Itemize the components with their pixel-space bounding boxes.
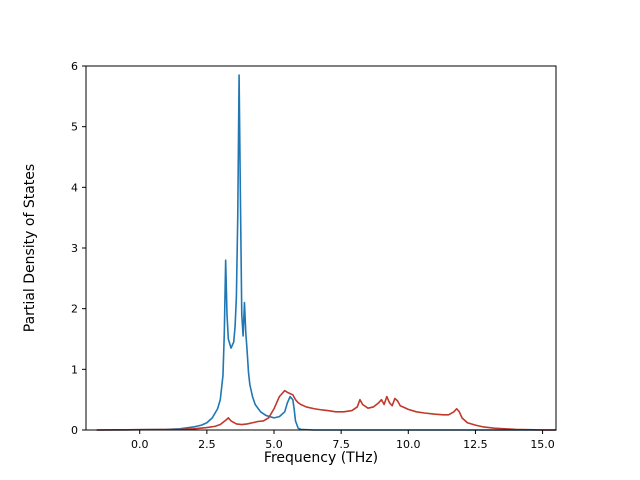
x-tick-label: 5.0: [265, 438, 283, 451]
plot-border: [85, 65, 557, 431]
red-pdos-curve: [96, 389, 556, 431]
x-tick-label: 12.5: [463, 438, 488, 451]
x-tick-label: 0.0: [131, 438, 149, 451]
x-tick-label: 7.5: [332, 438, 350, 451]
axis-ticks-group: 0.0 2.5 5.0 7.5 10.0 12.5 15.0 0 1 2 3 4 5 6: [71, 60, 555, 451]
y-axis-label: Partial Density of States: [22, 163, 38, 333]
curves-group: [96, 74, 556, 431]
y-tick-label: 0: [71, 424, 78, 437]
y-tick-label: 6: [71, 60, 78, 73]
y-tick-label: 2: [71, 303, 78, 316]
y-tick-label: 4: [71, 181, 78, 194]
blue-pdos-curve: [96, 74, 556, 431]
x-axis-label: Frequency (THz): [263, 450, 379, 466]
x-tick-label: 10.0: [396, 438, 421, 451]
y-tick-label: 3: [71, 242, 78, 255]
x-tick-label: 15.0: [530, 438, 555, 451]
y-tick-label: 1: [71, 363, 78, 376]
y-tick-label: 5: [71, 121, 78, 134]
x-tick-label: 2.5: [198, 438, 216, 451]
